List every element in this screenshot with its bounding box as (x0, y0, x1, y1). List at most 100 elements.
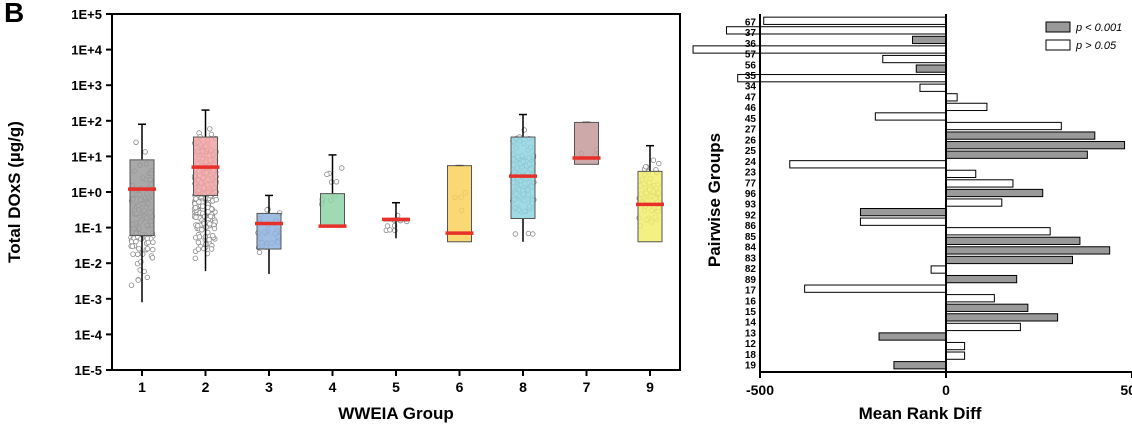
rank-diff-bar (945, 141, 1126, 150)
rank-diff-bar (878, 332, 947, 341)
legend: p < 0.001 p > 0.05 (1045, 21, 1122, 52)
category-label: 24 (745, 157, 757, 168)
data-point (525, 230, 532, 237)
box-4 (320, 193, 345, 227)
data-point (206, 221, 213, 227)
y-tick-label: 1E+4 (71, 43, 102, 58)
data-point (205, 209, 211, 215)
category-label: 83 (745, 253, 757, 264)
category-label: 25 (745, 146, 757, 157)
category-label: 15 (745, 307, 757, 318)
x-tick-label: -500 (746, 382, 774, 398)
rank-diff-bar (692, 45, 947, 54)
panel-label: B (4, 0, 24, 28)
data-point (150, 246, 156, 253)
data-point (128, 282, 135, 288)
legend-swatch-nonsignificant (1045, 39, 1071, 51)
data-point (142, 149, 148, 155)
rank-diff-bar (945, 179, 1014, 188)
data-point (209, 232, 216, 239)
x-tick-label: 8 (519, 379, 527, 395)
rank-diff-bar (945, 121, 1062, 131)
data-point (213, 196, 219, 203)
legend-label-significant: p < 0.001 (1075, 22, 1122, 34)
category-label: 14 (745, 318, 757, 329)
y-axis-title: Pairwise Groups (705, 133, 724, 267)
category-label: 85 (745, 232, 757, 243)
category-label: 37 (745, 28, 757, 39)
category-label: 89 (745, 275, 757, 286)
category-label: 12 (745, 339, 757, 350)
data-point (643, 164, 649, 170)
data-point (199, 203, 206, 209)
rank-diff-bar (859, 207, 947, 217)
rank-diff-bar (859, 217, 947, 226)
data-point (150, 239, 156, 245)
category-label: 34 (745, 82, 757, 93)
rank-diff-bar (919, 83, 947, 92)
data-point (192, 204, 199, 211)
data-point (193, 196, 199, 202)
category-label: 57 (745, 50, 757, 61)
y-tick-label: 1E-2 (75, 256, 102, 271)
category-label: 35 (745, 71, 757, 82)
category-label: 77 (745, 178, 757, 189)
y-tick-label: 1E+1 (71, 149, 102, 164)
data-point (199, 227, 205, 233)
data-point (208, 131, 215, 138)
data-point (339, 165, 345, 171)
rank-diff-bar (945, 150, 1088, 159)
data-point (211, 225, 218, 232)
x-tick-label: 3 (265, 379, 273, 395)
category-label: 19 (745, 361, 757, 372)
rank-diff-bar (915, 64, 947, 73)
data-point (134, 251, 141, 257)
rank-diff-bar (945, 313, 1059, 322)
y-tick-label: 1E-5 (75, 363, 102, 378)
category-label: 67 (745, 17, 757, 28)
rank-diff-bar (945, 246, 1111, 255)
rank-diff-bar (945, 236, 1081, 245)
rank-diff-bar (945, 198, 1003, 207)
data-point (145, 239, 151, 246)
category-label: 27 (745, 125, 757, 136)
data-point (196, 234, 203, 240)
bar-group (692, 16, 1126, 370)
x-axis-title: Mean Rank Diff (859, 404, 982, 423)
box-1 (129, 159, 155, 236)
y-tick-label: 1E+3 (71, 78, 102, 93)
category-label: 92 (745, 210, 757, 221)
box-6 (447, 165, 472, 243)
data-point (656, 160, 662, 167)
data-point (195, 239, 202, 246)
category-label: 47 (745, 92, 757, 103)
legend-swatch-significant (1045, 21, 1071, 33)
data-point (135, 277, 141, 283)
category-label: 46 (745, 103, 757, 114)
category-label: 17 (745, 286, 757, 297)
rank-diff-bar (874, 112, 947, 121)
rank-diff-bar (945, 188, 1044, 198)
category-label: 93 (745, 200, 757, 211)
data-point (207, 126, 213, 132)
x-tick-label: 7 (583, 379, 591, 395)
x-tick-label: 4 (329, 379, 337, 395)
rank-diff-bar (945, 169, 977, 179)
category-label: 13 (745, 328, 757, 339)
rank-diff-bar (945, 294, 995, 303)
data-point (133, 238, 139, 245)
rank-diff-bar (893, 361, 947, 370)
y-tick-label: 1E-4 (75, 327, 103, 342)
category-label: 56 (745, 60, 757, 71)
x-tick-label: 500 (1120, 382, 1132, 398)
category-label: 86 (745, 221, 757, 232)
data-point (333, 179, 340, 185)
x-axis-title: WWEIA Group (338, 404, 454, 423)
data-point (133, 139, 139, 145)
data-point (387, 227, 393, 233)
category-label: 96 (745, 189, 757, 200)
y-tick-label: 1E+0 (71, 185, 102, 200)
data-point (256, 249, 263, 256)
data-point (144, 274, 150, 281)
